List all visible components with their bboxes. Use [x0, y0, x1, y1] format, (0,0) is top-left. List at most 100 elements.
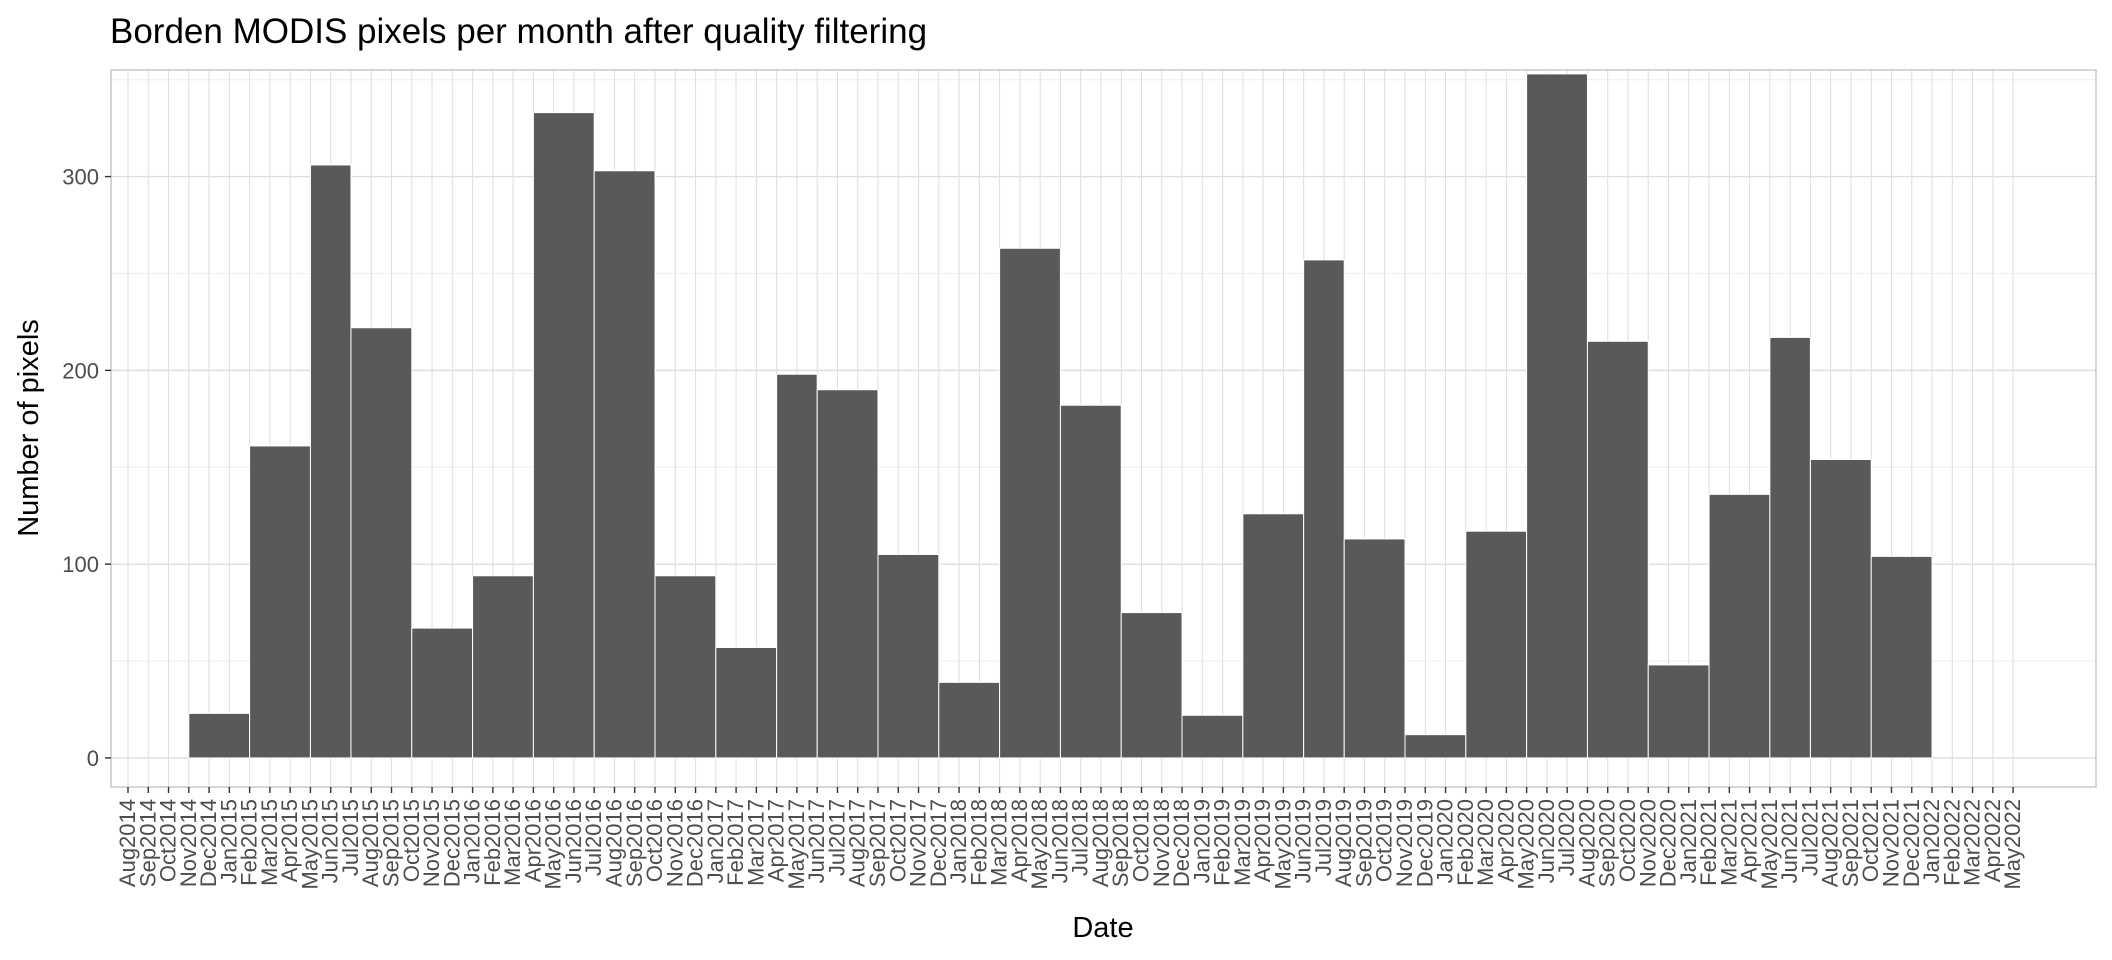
- x-tick-label: May2020: [1514, 799, 1539, 890]
- x-tick-label: Feb2020: [1453, 799, 1478, 886]
- x-tick-label: May2022: [2000, 799, 2025, 890]
- y-axis-title: Number of pixels: [13, 319, 45, 537]
- x-tick-label: Oct2018: [1129, 799, 1154, 882]
- x-tick-label: Feb2022: [1939, 799, 1964, 886]
- histogram-bar: [776, 373, 818, 759]
- x-axis-ticks: Aug2014Sep2014Oct2014Nov2014Dec2014Jan20…: [115, 787, 2025, 890]
- histogram-bar: [1769, 336, 1811, 759]
- x-tick-label: Dec2016: [683, 799, 708, 887]
- histogram-bar: [1586, 340, 1649, 759]
- x-tick-label: May2019: [1270, 799, 1295, 890]
- x-tick-label: Mar2017: [743, 799, 768, 886]
- x-tick-label: Apr2015: [277, 799, 302, 882]
- x-tick-label: Apr2018: [1007, 799, 1032, 882]
- x-tick-label: Feb2018: [966, 799, 991, 886]
- x-tick-label: Jul2021: [1797, 799, 1822, 876]
- histogram-bar: [1404, 734, 1467, 759]
- x-tick-label: Feb2019: [1210, 799, 1235, 886]
- x-tick-label: Apr2022: [1980, 799, 2005, 882]
- histogram-bar: [999, 247, 1061, 759]
- x-tick-label: Aug2015: [358, 799, 383, 887]
- x-tick-label: Jan2015: [216, 799, 241, 883]
- x-tick-label: Jun2019: [1291, 799, 1316, 883]
- x-tick-label: Jul2016: [581, 799, 606, 876]
- x-tick-label: Apr2016: [520, 799, 545, 882]
- histogram-bar: [309, 164, 352, 759]
- x-tick-label: Nov2017: [906, 799, 931, 887]
- y-tick-label: 100: [62, 552, 99, 577]
- x-tick-label: Nov2015: [419, 799, 444, 887]
- x-tick-label: Mar2021: [1716, 799, 1741, 886]
- x-tick-label: Oct2017: [885, 799, 910, 882]
- x-tick-label: Mar2018: [987, 799, 1012, 886]
- x-tick-label: May2018: [1027, 799, 1052, 890]
- histogram-bar: [654, 575, 717, 759]
- histogram-bar: [1809, 459, 1872, 759]
- x-tick-label: Feb2021: [1696, 799, 1721, 886]
- x-tick-label: Jul2019: [1311, 799, 1336, 876]
- histogram-bar: [472, 575, 534, 759]
- x-tick-label: Aug2021: [1818, 799, 1843, 887]
- x-tick-label: Sep2018: [1108, 799, 1133, 887]
- x-tick-label: Dec2015: [439, 799, 464, 887]
- x-tick-label: Nov2020: [1635, 799, 1660, 887]
- histogram-bar: [1343, 538, 1406, 759]
- histogram-bar: [1465, 530, 1528, 759]
- x-tick-label: Jan2016: [460, 799, 485, 883]
- panel-border: [110, 69, 2097, 788]
- histogram-bar: [1526, 73, 1588, 759]
- x-tick-label: Oct2015: [399, 799, 424, 882]
- x-tick-label: Sep2016: [622, 799, 647, 887]
- histogram-bar: [1120, 612, 1183, 759]
- x-tick-label: Jan2022: [1919, 799, 1944, 883]
- x-tick-label: Aug2016: [601, 799, 626, 887]
- x-tick-label: Jun2016: [561, 799, 586, 883]
- x-tick-label: Mar2022: [1960, 799, 1985, 886]
- histogram-bar: [350, 327, 413, 759]
- x-tick-label: Jun2015: [318, 799, 343, 883]
- y-axis-ticks: 0 100 200 300: [62, 165, 111, 771]
- histogram-bar: [1647, 664, 1710, 759]
- x-tick-label: Apr2017: [764, 799, 789, 882]
- x-tick-label: Oct2021: [1858, 799, 1883, 882]
- x-tick-label: Dec2014: [196, 799, 221, 887]
- x-tick-label: Feb2016: [480, 799, 505, 886]
- x-tick-label: Jan2018: [946, 799, 971, 883]
- x-tick-label: Oct2020: [1615, 799, 1640, 882]
- chart-title: Borden MODIS pixels per month after qual…: [110, 12, 927, 51]
- histogram-bar: [593, 170, 656, 759]
- bars-group: [188, 73, 1933, 759]
- x-tick-label: Feb2017: [723, 799, 748, 886]
- x-tick-label: Dec2019: [1412, 799, 1437, 887]
- x-tick-label: Sep2019: [1351, 799, 1376, 887]
- histogram-bar: [938, 681, 1001, 759]
- x-tick-label: Dec2018: [1169, 799, 1194, 887]
- x-tick-label: Nov2016: [662, 799, 687, 887]
- x-tick-label: Dec2017: [926, 799, 951, 887]
- histogram-bar: [1059, 404, 1122, 759]
- x-tick-label: Apr2019: [1250, 799, 1275, 882]
- x-tick-label: May2016: [541, 799, 566, 890]
- x-tick-label: Oct2014: [156, 799, 181, 882]
- y-tick-label: 0: [87, 746, 99, 771]
- histogram-bar: [816, 389, 879, 759]
- x-tick-label: Jul2015: [338, 799, 363, 876]
- x-tick-label: Jun2018: [1047, 799, 1072, 883]
- x-tick-label: Sep2017: [865, 799, 890, 887]
- histogram-bar: [249, 445, 311, 759]
- x-tick-label: Nov2019: [1392, 799, 1417, 887]
- x-tick-label: Sep2020: [1595, 799, 1620, 887]
- x-tick-label: Apr2020: [1493, 799, 1518, 882]
- x-tick-label: Jul2017: [824, 799, 849, 876]
- x-tick-label: Dec2021: [1899, 799, 1924, 887]
- histogram-bar: [877, 553, 940, 759]
- x-tick-label: Dec2020: [1656, 799, 1681, 887]
- x-tick-label: Jan2021: [1676, 799, 1701, 883]
- x-tick-label: Jul2020: [1554, 799, 1579, 876]
- y-tick-label: 200: [62, 358, 99, 383]
- x-tick-label: Feb2015: [237, 799, 262, 886]
- x-tick-label: Aug2017: [845, 799, 870, 887]
- x-tick-label: Jan2020: [1433, 799, 1458, 883]
- x-tick-label: Nov2018: [1149, 799, 1174, 887]
